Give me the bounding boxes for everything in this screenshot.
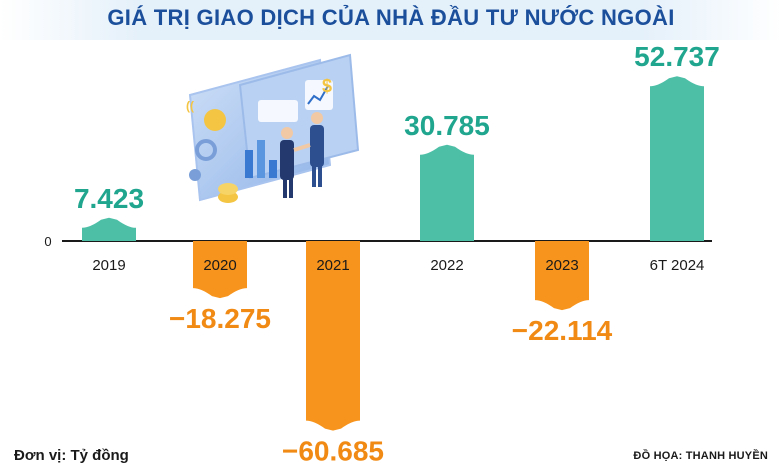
svg-text:$: $ bbox=[322, 76, 332, 96]
value-label: −22.114 bbox=[512, 315, 613, 346]
value-label: −18.275 bbox=[169, 303, 271, 334]
bar-2019 bbox=[82, 217, 136, 241]
value-label: 7.423 bbox=[74, 183, 144, 214]
title-band bbox=[0, 0, 782, 40]
bar-2022 bbox=[420, 144, 474, 241]
category-label: 2021 bbox=[316, 257, 349, 274]
bar-2023 bbox=[535, 241, 589, 311]
value-label: −60.685 bbox=[282, 436, 384, 467]
business-illustration: $ (( bbox=[186, 53, 360, 203]
graphic-credit: ĐỒ HỌA: THANH HUYỀN bbox=[633, 450, 768, 462]
category-label: 2020 bbox=[203, 257, 236, 274]
value-label: 30.785 bbox=[404, 110, 490, 141]
category-label: 2019 bbox=[92, 257, 125, 274]
category-label: 2023 bbox=[545, 257, 578, 274]
value-label: 52.737 bbox=[634, 41, 720, 72]
zero-tick-label: 0 bbox=[44, 234, 51, 249]
category-label: 6T 2024 bbox=[650, 257, 705, 274]
svg-text:((: (( bbox=[186, 99, 194, 113]
bar-2021 bbox=[306, 241, 360, 431]
chart-title: GIÁ TRỊ GIAO DỊCH CỦA NHÀ ĐẦU TƯ NƯỚC NG… bbox=[107, 5, 675, 30]
bar-6t-2024 bbox=[650, 76, 704, 242]
unit-label: Đơn vị: Tỷ đồng bbox=[14, 447, 129, 464]
category-label: 2022 bbox=[430, 257, 463, 274]
bar-2020 bbox=[193, 241, 247, 299]
